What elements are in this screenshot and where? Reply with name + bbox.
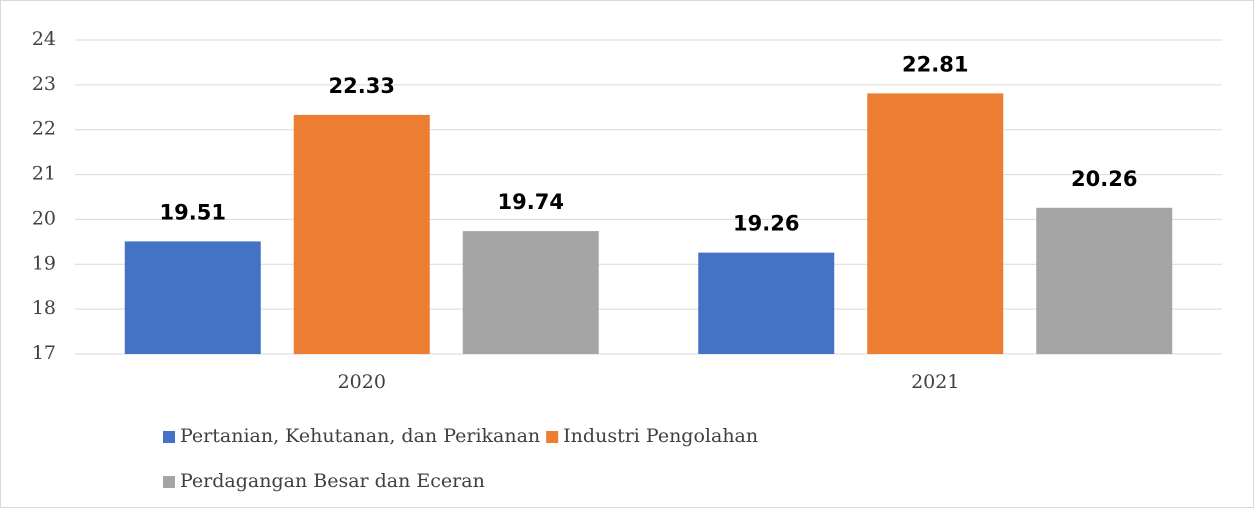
bar <box>293 114 430 354</box>
value-label: 19.51 <box>160 200 226 224</box>
y-tick-label: 21 <box>32 163 56 185</box>
value-label: 19.74 <box>498 190 564 214</box>
y-tick-label: 20 <box>32 207 56 229</box>
bar <box>1036 207 1173 354</box>
value-label: 20.26 <box>1071 167 1137 191</box>
x-tick-label: 2020 <box>338 371 386 393</box>
legend-label: Perdagangan Besar dan Eceran <box>180 470 485 492</box>
legend-swatch <box>546 431 559 443</box>
bar <box>124 241 261 354</box>
y-tick-label: 19 <box>32 252 56 274</box>
legend-label: Industri Pengolahan <box>563 425 758 447</box>
legend-label: Pertanian, Kehutanan, dan Perikanan <box>180 425 540 447</box>
bar <box>867 93 1004 354</box>
value-label: 22.33 <box>329 74 395 98</box>
legend-swatch <box>163 476 175 488</box>
y-tick-label: 24 <box>32 28 56 50</box>
value-label: 19.26 <box>733 212 799 236</box>
y-tick-label: 22 <box>32 118 56 140</box>
y-tick-label: 18 <box>32 297 56 319</box>
y-tick-label: 17 <box>32 342 56 364</box>
y-tick-label: 23 <box>32 73 56 95</box>
legend-swatch <box>163 431 175 443</box>
x-tick-label: 2021 <box>911 371 959 393</box>
bar <box>462 231 599 354</box>
bar <box>698 252 835 354</box>
value-label: 22.81 <box>902 52 968 76</box>
